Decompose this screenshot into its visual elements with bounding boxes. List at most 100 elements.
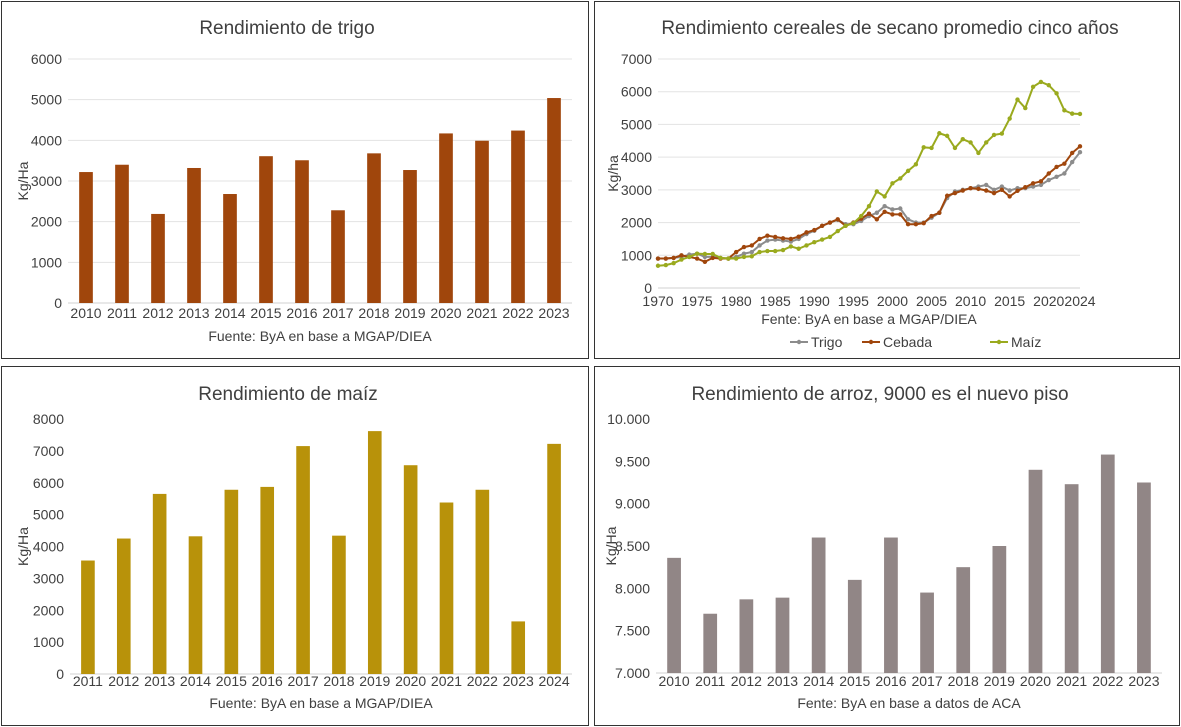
x-tick-label: 1980 <box>721 293 752 309</box>
data-point-trigo <box>1069 159 1075 165</box>
data-point-maíz <box>749 254 754 259</box>
data-point-cebada <box>882 209 887 214</box>
bar-2011 <box>115 164 129 303</box>
bar-2012 <box>151 213 165 303</box>
x-tick-label: 2022 <box>467 673 498 689</box>
data-point-cebada <box>812 227 817 233</box>
data-point-cebada <box>796 234 801 239</box>
x-tick-label: 2018 <box>948 673 979 689</box>
data-point-cebada <box>874 217 880 222</box>
y-tick-label: 10.000 <box>607 411 650 427</box>
data-point-cebada <box>1030 181 1036 186</box>
data-point-cebada <box>1023 185 1028 190</box>
data-point-cebada <box>999 187 1005 193</box>
y-tick-label: 1000 <box>621 247 652 263</box>
data-point-maíz <box>679 257 684 262</box>
data-point-cebada <box>804 230 809 235</box>
data-point-maíz <box>1077 111 1083 117</box>
data-point-maíz <box>1030 84 1036 90</box>
data-point-trigo <box>741 251 747 256</box>
x-tick-label: 2017 <box>322 305 353 321</box>
x-tick-label: 2016 <box>875 673 906 689</box>
x-tick-label: 2022 <box>502 305 533 321</box>
data-point-cebada <box>913 222 919 227</box>
bar-2011 <box>703 613 718 673</box>
data-point-maíz <box>773 248 778 254</box>
data-point-maíz <box>819 237 825 242</box>
data-point-maíz <box>984 140 989 145</box>
data-point-cebada <box>827 220 833 225</box>
y-tick-label: 5000 <box>31 92 62 108</box>
bar-2012 <box>116 538 131 674</box>
data-point-maíz <box>1023 105 1028 111</box>
bar-2021 <box>439 502 454 674</box>
data-point-trigo <box>1038 182 1044 188</box>
x-tick-label: 2011 <box>107 305 137 321</box>
x-tick-label: 2017 <box>287 673 318 689</box>
x-tick-label: 2018 <box>358 305 389 321</box>
data-point-cebada <box>905 222 911 227</box>
bar-2020 <box>1028 469 1043 673</box>
data-point-maíz <box>929 145 934 151</box>
data-point-maíz <box>694 251 700 256</box>
x-tick-label: 2017 <box>911 673 942 689</box>
data-point-maíz <box>835 228 840 234</box>
bar-2010 <box>667 557 681 673</box>
data-point-maíz <box>1038 79 1044 85</box>
data-point-maíz <box>726 256 731 261</box>
data-point-maíz <box>843 223 848 229</box>
bar-2011 <box>81 560 95 674</box>
x-tick-label: 2012 <box>731 673 762 689</box>
x-tick-label: 2020 <box>1020 673 1051 689</box>
x-tick-label: 1995 <box>838 293 869 309</box>
bar-2014 <box>188 536 203 674</box>
x-tick-label: 2011 <box>695 673 725 689</box>
y-tick-label: 5000 <box>621 116 652 132</box>
x-tick-label: 2016 <box>252 673 283 689</box>
x-tick-label: 2015 <box>216 673 247 689</box>
x-tick-label: 2019 <box>984 673 1015 689</box>
data-point-trigo <box>898 206 903 211</box>
bar-2018 <box>367 153 381 303</box>
data-point-trigo <box>749 249 754 255</box>
data-point-cebada <box>1054 164 1059 170</box>
bar-2022 <box>1100 454 1115 673</box>
y-axis-label: Kg/Ha <box>15 161 31 200</box>
data-point-maíz <box>788 244 794 249</box>
y-tick-label: 3000 <box>33 570 64 586</box>
data-point-cebada <box>702 259 708 265</box>
data-point-cebada <box>733 249 739 255</box>
data-point-cebada <box>929 213 934 219</box>
legend-marker <box>796 339 802 345</box>
data-point-cebada <box>788 236 794 242</box>
legend-marker <box>996 339 1002 345</box>
data-point-maíz <box>687 254 692 260</box>
data-point-maíz <box>905 168 911 174</box>
bar-2021 <box>1064 484 1079 673</box>
source-note: Fuente: ByA en base a MGAP/DIEA <box>209 695 433 711</box>
data-point-maíz <box>898 176 903 181</box>
bar-2019 <box>403 170 417 303</box>
bar-2016 <box>260 486 275 674</box>
data-point-cebada <box>710 255 715 261</box>
x-tick-label: 2013 <box>767 673 798 689</box>
data-point-trigo <box>1077 150 1083 155</box>
data-point-trigo <box>1062 171 1067 176</box>
data-point-cebada <box>835 217 840 222</box>
bar-2015 <box>224 489 239 674</box>
data-point-cebada <box>1038 179 1044 184</box>
bar-2017 <box>331 210 345 303</box>
x-tick-label: 2018 <box>323 673 354 689</box>
data-point-cebada <box>773 234 778 240</box>
y-tick-label: 1000 <box>33 634 64 650</box>
x-tick-label: 2019 <box>359 673 390 689</box>
bar-2022 <box>475 489 490 674</box>
x-tick-label: 2021 <box>431 673 462 689</box>
x-tick-label: 2013 <box>178 305 209 321</box>
x-tick-label: 2014 <box>214 305 245 321</box>
y-axis-label: Kg/Ha <box>15 527 31 566</box>
bar-2022 <box>511 130 525 303</box>
data-point-trigo <box>905 217 911 222</box>
data-point-maíz <box>1007 116 1012 121</box>
